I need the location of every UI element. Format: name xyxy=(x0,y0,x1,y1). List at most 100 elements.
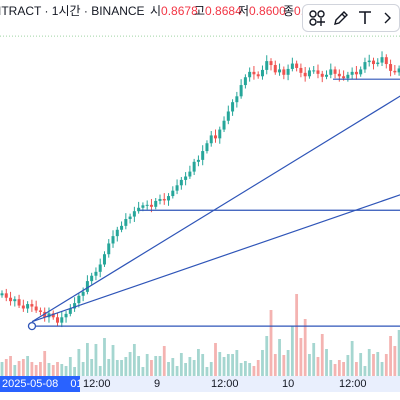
volume-bar xyxy=(282,355,286,376)
candle-body xyxy=(171,190,175,197)
candle-body xyxy=(371,60,375,65)
candle-body xyxy=(376,62,380,65)
volume-bars xyxy=(0,294,400,376)
volume-bar xyxy=(256,360,260,376)
candle-body xyxy=(278,69,282,73)
candle-body xyxy=(265,61,269,70)
volume-bar xyxy=(308,354,311,376)
candle-body xyxy=(56,317,60,323)
candle-body xyxy=(205,143,209,152)
candle-body xyxy=(354,71,358,75)
chevron-icon[interactable] xyxy=(377,8,397,28)
volume-bar xyxy=(30,362,34,376)
volume-bar xyxy=(47,363,51,376)
volume-bar xyxy=(197,349,200,376)
candle-body xyxy=(316,70,320,74)
candle-body xyxy=(145,204,149,206)
candle-body xyxy=(77,295,81,304)
candle-body xyxy=(154,200,158,207)
volume-bar xyxy=(397,330,400,376)
volume-bar xyxy=(273,354,277,376)
volume-bar xyxy=(120,360,123,376)
candle-body xyxy=(60,317,64,323)
volume-bar xyxy=(137,356,141,376)
candle-body xyxy=(359,69,363,75)
candle-body xyxy=(307,70,311,77)
trend-anchor-handle[interactable] xyxy=(27,321,37,331)
volume-bar xyxy=(26,356,30,376)
volume-bar xyxy=(128,352,132,376)
candle-body xyxy=(120,225,124,230)
volume-bar xyxy=(303,319,307,376)
volume-bar xyxy=(329,360,333,376)
volume-bar xyxy=(312,343,316,376)
chart-header: ITRACT · 1시간 · BINANCE 시0.8678 고0.8684 저… xyxy=(0,0,400,18)
time-tick: 12:00 xyxy=(211,378,239,390)
candle-body xyxy=(320,73,324,77)
ohlc-high: 고0.8684 xyxy=(194,2,242,18)
candle-body xyxy=(389,64,393,71)
volume-bar xyxy=(218,352,222,376)
volume-bar xyxy=(205,367,209,376)
candle-body xyxy=(209,135,213,144)
candle-body xyxy=(214,135,217,139)
candle-body xyxy=(115,229,119,237)
candle-body xyxy=(252,71,256,75)
volume-bar xyxy=(145,354,149,376)
ohlc-open: 시0.8678 xyxy=(150,2,198,18)
candle-body xyxy=(184,176,188,180)
candle-body xyxy=(162,198,166,201)
volume-bar xyxy=(56,362,59,376)
candle-body xyxy=(350,71,354,75)
candle-body xyxy=(17,299,21,306)
volume-bar xyxy=(269,310,273,376)
candle-body xyxy=(34,306,38,311)
volume-bar xyxy=(43,351,47,376)
volume-bar xyxy=(235,350,239,376)
candle-body xyxy=(68,308,72,314)
candle-body xyxy=(299,67,303,73)
volume-bar xyxy=(98,366,102,376)
volume-bar xyxy=(337,360,341,376)
volume-bar xyxy=(372,354,375,376)
time-tick: 12:00 xyxy=(83,378,111,390)
volume-bar xyxy=(350,341,354,376)
volume-bar xyxy=(355,362,358,376)
candle-body xyxy=(21,305,25,309)
volume-bar xyxy=(13,365,17,376)
volume-bar xyxy=(243,361,247,376)
volume-bar xyxy=(158,356,162,376)
candle-body xyxy=(98,264,102,272)
add-widget-icon[interactable] xyxy=(307,8,327,28)
candle-body xyxy=(393,70,397,73)
candle-body xyxy=(4,293,8,298)
text-tool-icon[interactable] xyxy=(355,8,375,28)
volume-bar xyxy=(261,350,264,376)
ohlc-low-value: 0.8600 xyxy=(249,4,286,18)
candle-body xyxy=(201,151,205,160)
pencil-icon[interactable] xyxy=(331,8,351,28)
volume-bar xyxy=(367,349,371,376)
candle-body xyxy=(94,271,98,276)
volume-bar xyxy=(290,326,294,376)
candle-body xyxy=(337,73,341,77)
candle-body xyxy=(137,207,141,212)
volume-bar xyxy=(316,357,320,376)
volume-bar xyxy=(115,360,119,376)
volume-bar xyxy=(320,334,324,376)
price-chart[interactable] xyxy=(0,0,400,376)
trend-line xyxy=(31,194,400,323)
volume-bar xyxy=(209,362,213,376)
volume-bar xyxy=(167,362,170,376)
volume-bar xyxy=(346,355,350,376)
volume-bar xyxy=(0,362,4,376)
candle-body xyxy=(26,304,30,309)
volume-bar xyxy=(278,339,281,376)
candle-body xyxy=(107,243,111,255)
candle-body xyxy=(9,297,13,302)
volume-bar xyxy=(384,354,388,376)
candle-body xyxy=(256,74,260,77)
volume-bar xyxy=(380,362,384,376)
volume-bar xyxy=(363,366,367,376)
volume-bar xyxy=(188,357,192,376)
